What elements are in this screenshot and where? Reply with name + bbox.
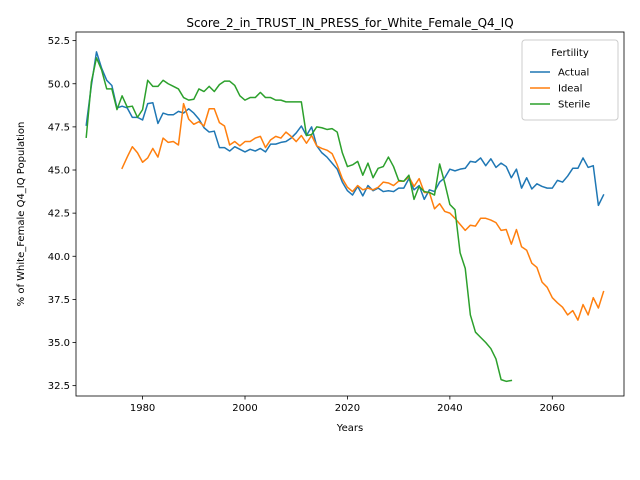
y-tick-label: 50.0 — [48, 79, 70, 90]
legend-box — [521, 39, 619, 121]
x-tick-label: 2000 — [232, 403, 257, 414]
series-line-actual — [85, 51, 605, 207]
legend-title: Fertility — [551, 48, 589, 59]
y-tick-label: 37.5 — [48, 295, 70, 306]
y-tick-label: 32.5 — [48, 381, 70, 392]
y-tick-label: 40.0 — [48, 252, 70, 263]
x-axis: 1980 2000 2020 2040 2060 — [130, 396, 565, 414]
x-tick-label: 2040 — [437, 403, 462, 414]
legend-label-sterile: Sterile — [558, 100, 590, 111]
x-tick-label: 2060 — [540, 403, 565, 414]
y-tick-label: 52.5 — [48, 36, 70, 47]
y-tick-label: 47.5 — [48, 122, 70, 133]
plot-frame — [75, 31, 625, 397]
x-tick-label: 2020 — [335, 403, 360, 414]
x-tick-label: 1980 — [130, 403, 155, 414]
y-axis-label: % of White_Female Q4_IQ Population — [16, 122, 27, 307]
legend-label-ideal: Ideal — [558, 84, 582, 95]
plot-lines — [85, 51, 605, 383]
y-tick-label: 42.5 — [48, 209, 70, 220]
x-axis-label: Years — [336, 423, 363, 434]
legend-label-actual: Actual — [558, 68, 589, 79]
y-tick-label: 35.0 — [48, 338, 70, 349]
chart-title: Score_2_in_TRUST_IN_PRESS_for_White_Fema… — [186, 16, 513, 30]
y-tick-label: 45.0 — [48, 166, 70, 177]
series-line-ideal — [121, 102, 605, 321]
series-line-sterile — [85, 57, 513, 383]
legend: Fertility Actual Ideal Sterile — [521, 39, 619, 121]
y-axis: 32.5 35.0 37.5 40.0 42.5 45.0 47.5 50.0 52.5 — [48, 36, 76, 392]
